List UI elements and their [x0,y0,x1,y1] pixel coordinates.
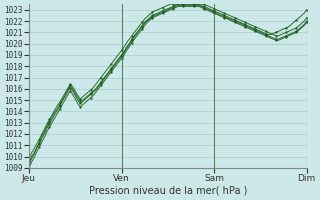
X-axis label: Pression niveau de la mer( hPa ): Pression niveau de la mer( hPa ) [89,186,247,196]
